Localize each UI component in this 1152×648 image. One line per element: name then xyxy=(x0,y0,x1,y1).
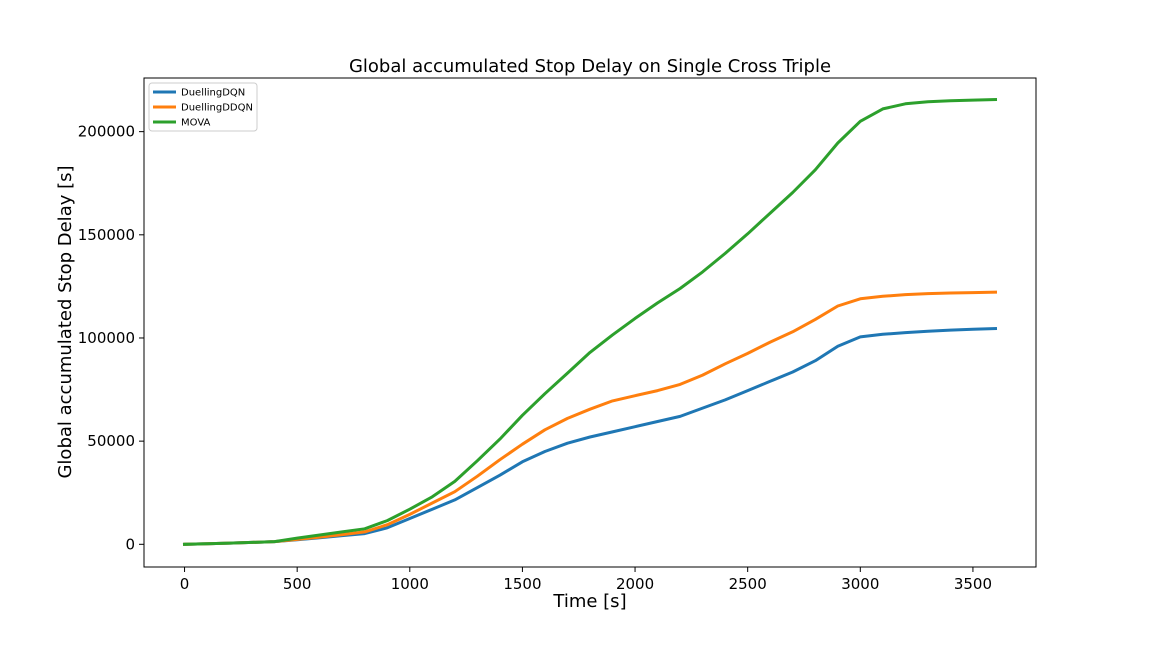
legend-label-0: DuellingDQN xyxy=(181,88,245,99)
y-axis: 0 50000 100000 150000 200000 xyxy=(78,123,144,553)
x-tick-label-3: 1500 xyxy=(503,575,541,593)
series-layer xyxy=(182,97,998,546)
y-tick-label-2: 100000 xyxy=(78,329,135,347)
x-tick-label-4: 2000 xyxy=(616,575,654,593)
y-axis-title: Global accumulated Stop Delay [s] xyxy=(55,165,76,478)
x-tick-label-1: 500 xyxy=(283,575,312,593)
x-tick-label-5: 2500 xyxy=(729,575,767,593)
y-tick-label-4: 200000 xyxy=(78,123,135,141)
x-tick-label-6: 3000 xyxy=(841,575,879,593)
series-line-1 xyxy=(182,290,998,546)
y-tick-label-1: 50000 xyxy=(87,432,135,450)
x-axis-title: Time [s] xyxy=(552,591,626,612)
x-tick-label-2: 1000 xyxy=(391,575,429,593)
plot-area xyxy=(144,78,1036,567)
legend-box xyxy=(148,82,258,132)
legend-label-1: DuellingDDQN xyxy=(181,103,253,114)
plot-frame xyxy=(143,77,1037,568)
x-axis: 0 500 1000 1500 2000 2500 3000 3500 xyxy=(180,567,992,593)
y-tick-label-0: 0 xyxy=(125,535,135,553)
chart-title: Global accumulated Stop Delay on Single … xyxy=(349,56,831,77)
x-tick-label-0: 0 xyxy=(180,575,190,593)
legend: DuellingDQN DuellingDDQN MOVA xyxy=(148,82,258,132)
series-line-2 xyxy=(182,97,998,546)
y-tick-label-3: 150000 xyxy=(78,226,135,244)
x-tick-label-7: 3500 xyxy=(954,575,992,593)
legend-label-2: MOVA xyxy=(181,118,211,129)
